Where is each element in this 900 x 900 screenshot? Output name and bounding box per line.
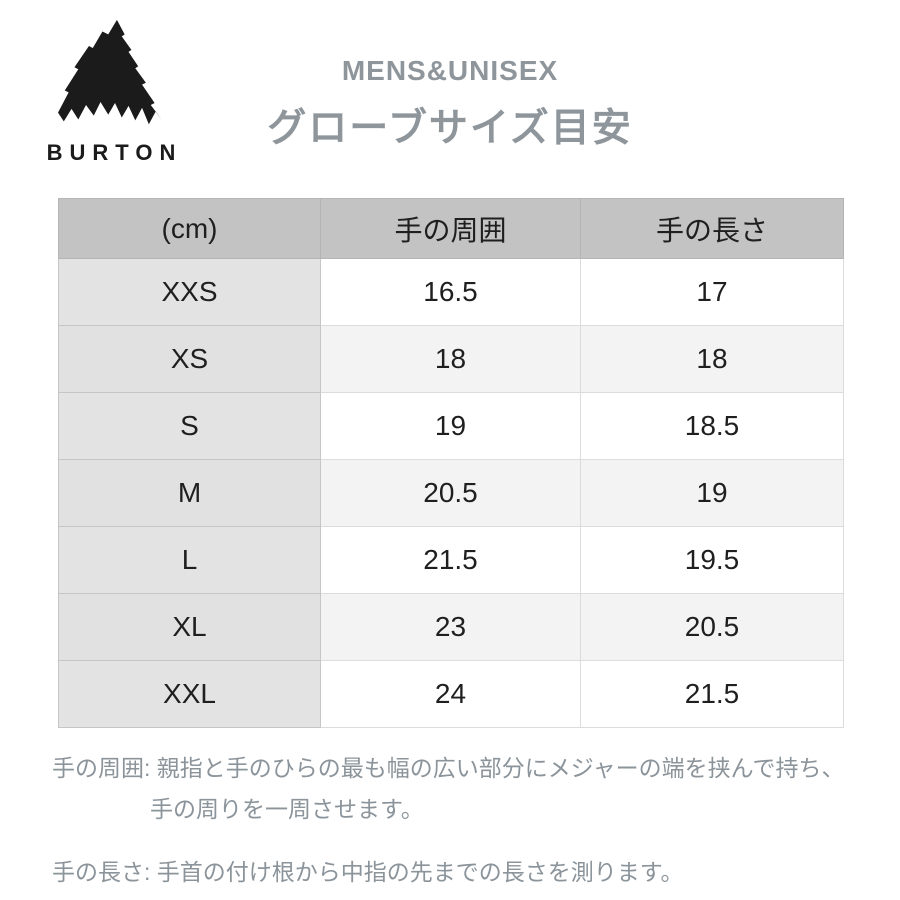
note-length-label: 手の長さ: [52, 859, 151, 885]
column-header-unit: (cm) [58, 198, 321, 259]
table-row: XXL 24 21.5 [58, 660, 844, 728]
length-value: 18 [580, 325, 844, 393]
length-value: 17 [580, 258, 844, 326]
size-label: L [58, 526, 321, 594]
note-circumference-text: 親指と手のひらの最も幅の広い部分にメジャーの端を挟んで持ち、 [156, 755, 845, 781]
circumference-value: 24 [320, 660, 581, 728]
size-label: M [58, 459, 321, 527]
length-value: 19.5 [580, 526, 844, 594]
circumference-value: 23 [320, 593, 581, 661]
length-value: 21.5 [580, 660, 844, 728]
circumference-value: 16.5 [320, 258, 581, 326]
length-value: 20.5 [580, 593, 844, 661]
length-value: 19 [580, 459, 844, 527]
burton-logo: BURTON [42, 18, 187, 166]
footnotes: 手の周囲: 親指と手のひらの最も幅の広い部分にメジャーの端を挟んで持ち、 手の周… [52, 748, 862, 893]
note-circumference-line2: 手の周りを一周させます。 [150, 796, 424, 822]
column-header-circumference: 手の周囲 [320, 198, 581, 259]
note-length-text: 手首の付け根から中指の先までの長さを測ります。 [156, 859, 684, 885]
note-circumference-line1: 手の周囲: 親指と手のひらの最も幅の広い部分にメジャーの端を挟んで持ち、 [52, 748, 862, 789]
circumference-value: 18 [320, 325, 581, 393]
table-row: XS 18 18 [58, 325, 844, 393]
circumference-value: 20.5 [320, 459, 581, 527]
column-header-length: 手の長さ [580, 198, 844, 259]
table-row: L 21.5 19.5 [58, 526, 844, 594]
table-row: M 20.5 19 [58, 459, 844, 527]
note-circumference: 手の周囲: 親指と手のひらの最も幅の広い部分にメジャーの端を挟んで持ち、 手の周… [52, 748, 862, 830]
size-label: S [58, 392, 321, 460]
table-row: XL 23 20.5 [58, 593, 844, 661]
size-label: XXL [58, 660, 321, 728]
size-label: XXS [58, 258, 321, 326]
subtitle: MENS&UNISEX [341, 55, 559, 86]
note-length: 手の長さ: 手首の付け根から中指の先までの長さを測ります。 [52, 852, 862, 893]
size-table-body: XXS 16.5 17 XS 18 18 S 19 18.5 M 20.5 19 L 21.5 19.5 XL… [58, 258, 844, 728]
title-block: MENS&UNISEX グローブサイズ目安 [0, 55, 900, 153]
brand-name: BURTON [46, 140, 183, 165]
circumference-value: 19 [320, 392, 581, 460]
size-table: (cm) 手の周囲 手の長さ XXS 16.5 17 XS 18 18 S 19 18.5 M 20… [58, 198, 844, 728]
mountain-icon [57, 19, 162, 125]
table-header-row: (cm) 手の周囲 手の長さ [58, 198, 844, 259]
length-value: 18.5 [580, 392, 844, 460]
size-label: XS [58, 325, 321, 393]
table-row: S 19 18.5 [58, 392, 844, 460]
circumference-value: 21.5 [320, 526, 581, 594]
page-title: グローブサイズ目安 [267, 107, 633, 150]
table-row: XXS 16.5 17 [58, 258, 844, 326]
note-circumference-label: 手の周囲: [52, 755, 151, 781]
size-label: XL [58, 593, 321, 661]
